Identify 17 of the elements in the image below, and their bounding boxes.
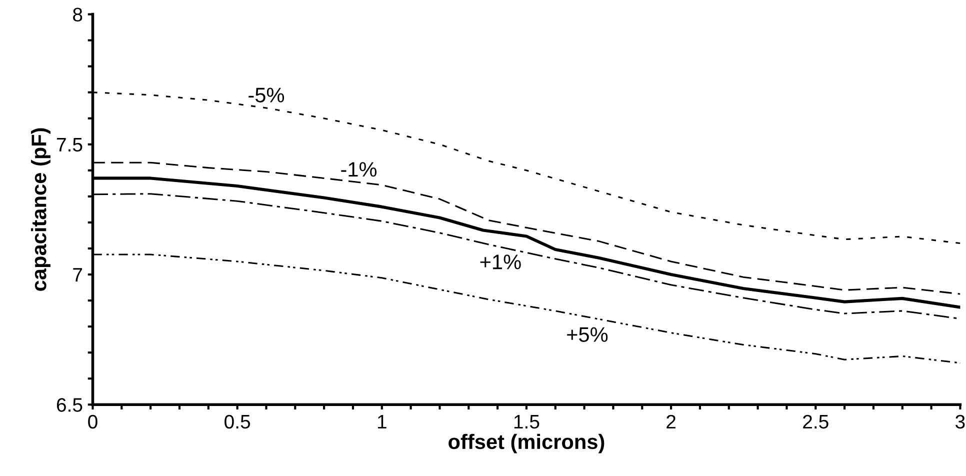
series-label: +5% xyxy=(567,327,608,342)
series-label: -5% xyxy=(248,88,284,102)
x-tick-label: 0 xyxy=(88,414,98,429)
y-tick-label: 7 xyxy=(73,268,82,282)
y-axis-title: capacitance (pF) xyxy=(31,128,50,291)
x-tick-label: 1.5 xyxy=(514,415,540,429)
x-tick-label: 0.5 xyxy=(224,414,250,429)
series-label: +1% xyxy=(480,254,521,270)
y-tick-label: 8 xyxy=(73,8,82,22)
x-tick-label: 2 xyxy=(666,414,676,428)
x-tick-label: 2.5 xyxy=(803,414,828,429)
y-tick-label: 6.5 xyxy=(56,398,82,412)
y-tick-label: 7.5 xyxy=(56,138,82,152)
x-tick-label: 3 xyxy=(956,414,965,429)
x-tick-label: 1 xyxy=(378,415,386,428)
x-axis-title: offset (microns) xyxy=(448,434,604,454)
series-label: -1% xyxy=(341,162,377,177)
